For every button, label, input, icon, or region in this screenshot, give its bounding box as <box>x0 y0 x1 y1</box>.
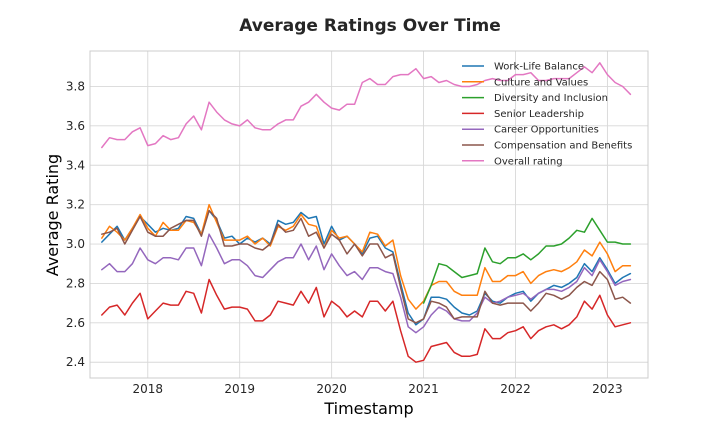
legend-label: Overall rating <box>494 156 563 167</box>
legend-label: Career Opportunities <box>494 125 599 136</box>
legend-label: Culture and Values <box>494 77 588 88</box>
legend-label: Compensation and Benefits <box>494 141 632 152</box>
y-tick-label: 3.6 <box>66 119 85 133</box>
x-tick-label: 2019 <box>224 382 255 396</box>
legend-label: Diversity and Inclusion <box>494 93 608 104</box>
x-tick-label: 2022 <box>500 382 531 396</box>
x-tick-label: 2021 <box>408 382 439 396</box>
y-axis-ticks: 2.4 2.6 2.8 3.0 3.2 3.4 3.6 3.8 <box>66 79 85 369</box>
y-tick-label: 2.6 <box>66 316 85 330</box>
series-lines <box>101 62 632 363</box>
series-line-5 <box>101 209 632 324</box>
legend-label: Work-Life Balance <box>494 62 584 73</box>
grid <box>90 51 648 378</box>
y-tick-label: 3.2 <box>66 198 85 212</box>
y-tick-label: 3.4 <box>66 158 85 172</box>
x-tick-label: 2018 <box>132 382 163 396</box>
series-line-4 <box>101 233 632 334</box>
x-tick-label: 2023 <box>592 382 623 396</box>
series-line-3 <box>101 278 632 363</box>
series-line-6 <box>101 62 632 149</box>
legend-label: Senior Leadership <box>494 109 584 120</box>
x-axis-ticks: 2018 2019 2020 2021 2022 2023 <box>132 382 622 396</box>
x-tick-label: 2020 <box>316 382 347 396</box>
y-axis-label: Average Rating <box>43 154 62 276</box>
x-axis-label: Timestamp <box>323 399 413 418</box>
plot-frame <box>89 50 649 379</box>
y-tick-label: 3.0 <box>66 237 85 251</box>
series-line-1 <box>101 203 632 310</box>
y-tick-label: 3.8 <box>66 79 85 93</box>
chart-title: Average Ratings Over Time <box>239 16 501 36</box>
y-tick-label: 2.4 <box>66 355 85 369</box>
y-tick-label: 2.8 <box>66 276 85 290</box>
series-line-2 <box>422 217 632 304</box>
legend: Work-Life Balance Culture and Values Diver… <box>462 62 632 167</box>
